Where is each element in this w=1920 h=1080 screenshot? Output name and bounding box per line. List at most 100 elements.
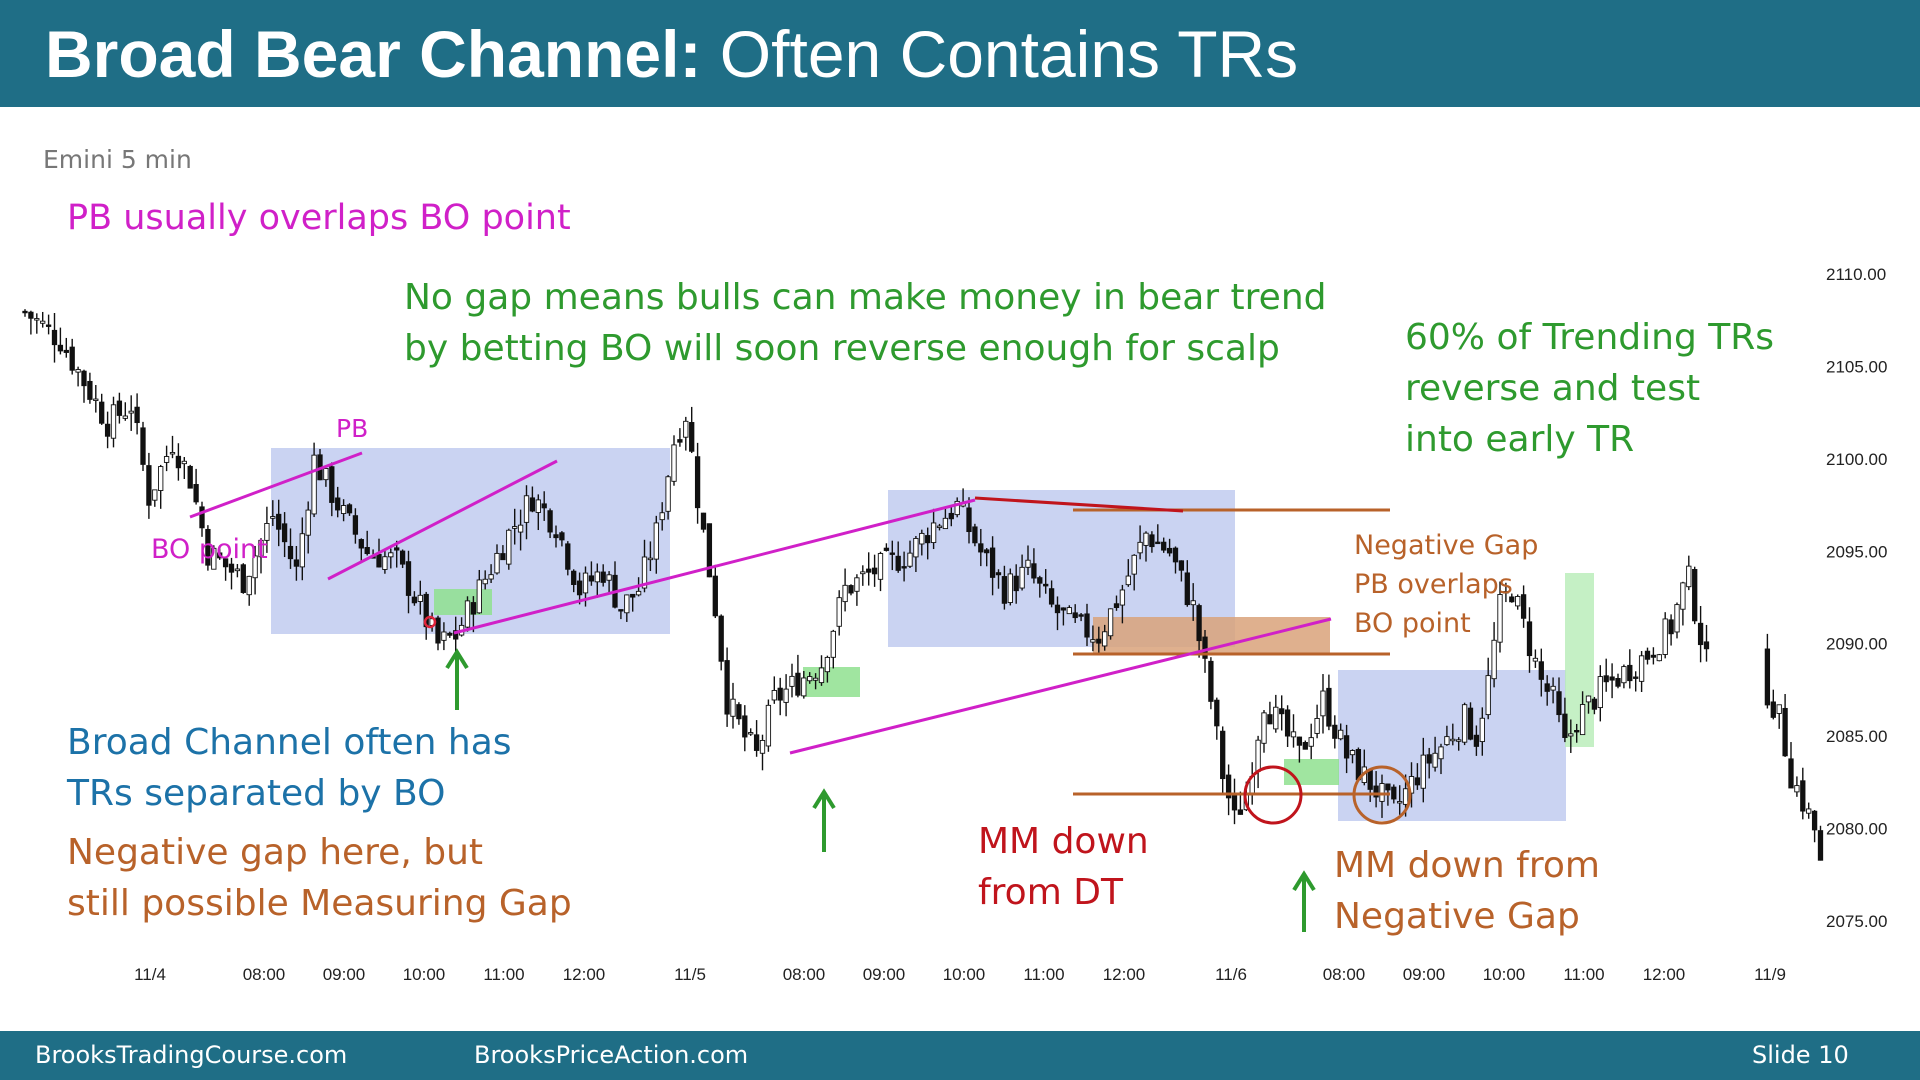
bear-candle	[1591, 698, 1598, 710]
double-top-line	[974, 496, 1184, 513]
bear-candle	[1520, 594, 1527, 619]
bear-candle	[547, 510, 553, 533]
bear-candle	[889, 552, 895, 555]
bear-candle	[1391, 786, 1397, 800]
bull-candle	[1397, 801, 1403, 804]
bear-candle	[1703, 641, 1710, 650]
x-tick-label: 11/4	[134, 965, 166, 984]
bear-candle	[1650, 654, 1657, 658]
footer-site-course[interactable]: BrooksTradingCourse.com	[35, 1041, 348, 1069]
bear-candle	[1172, 547, 1179, 563]
bear-candle	[1367, 769, 1373, 790]
bear-candle	[1509, 596, 1515, 603]
bear-candle	[1538, 661, 1544, 680]
bull-candle	[635, 590, 642, 596]
y-tick-label: 2075.00	[1826, 912, 1887, 931]
bear-candle	[541, 503, 547, 509]
bull-candle	[842, 584, 848, 603]
bull-candle	[641, 556, 648, 589]
no-gap-note: No gap means bulls can make money in bea…	[404, 277, 1327, 369]
bear-candle	[99, 401, 105, 424]
bear-candle	[1178, 560, 1185, 571]
bull-candle	[1597, 676, 1603, 709]
bull-candle	[441, 631, 447, 641]
bear-candle	[376, 553, 382, 568]
bear-candle	[500, 553, 506, 561]
bear-candle	[883, 547, 890, 551]
footer-site-price-action[interactable]: BrooksPriceAction.com	[474, 1041, 749, 1069]
bear-candle	[1544, 683, 1550, 692]
candles	[22, 309, 1824, 861]
bear-candle	[87, 380, 93, 400]
bull-candle	[1290, 731, 1297, 738]
x-tick-label: 11/6	[1215, 965, 1247, 984]
bear-candle	[1054, 604, 1061, 614]
bull-candle	[1261, 712, 1267, 744]
bull-candle	[1066, 607, 1072, 615]
x-tick-label: 08:00	[783, 965, 826, 984]
bull-candle	[1379, 783, 1385, 802]
bear-candle	[689, 422, 695, 452]
bear-candle	[1697, 622, 1704, 646]
bull-candle	[789, 675, 795, 687]
bull-candle	[930, 522, 937, 544]
bear-candle	[453, 630, 459, 640]
x-tick-label: 11/9	[1754, 965, 1786, 984]
broad-channel-note: Broad Channel often has TRs separated by…	[67, 722, 512, 814]
bear-candle	[1302, 742, 1308, 750]
bear-candle	[777, 687, 783, 701]
bull-candle	[759, 740, 766, 754]
bull-candle	[1497, 594, 1503, 643]
bear-candle	[895, 555, 901, 571]
entry-box-3	[1284, 759, 1339, 785]
bull-candle	[1255, 739, 1261, 772]
bull-candle	[1532, 657, 1539, 662]
x-tick-label: 11/5	[674, 965, 706, 984]
y-tick-label: 2105.00	[1826, 357, 1887, 376]
bear-candle	[1627, 664, 1633, 682]
bear-candle	[293, 559, 300, 567]
bull-candle	[110, 404, 117, 439]
bear-candle	[1644, 650, 1651, 660]
bear-candle	[706, 523, 713, 578]
bull-candle	[1338, 729, 1344, 740]
bull-candle	[936, 525, 943, 529]
bear-candle	[1225, 774, 1232, 799]
bull-candle	[1479, 717, 1485, 743]
bull-candle	[1621, 666, 1627, 684]
bull-candle	[517, 524, 524, 533]
x-tick-label: 09:00	[863, 965, 906, 984]
bear-candle	[1013, 575, 1019, 592]
bear-candle	[1001, 576, 1008, 604]
bull-candle	[1420, 754, 1426, 789]
bear-candle	[576, 580, 583, 596]
bear-candle	[1037, 577, 1043, 584]
bull-candle	[818, 667, 825, 684]
bear-candle	[1237, 809, 1244, 815]
mm-neg-gap-note: MM down from Negative Gap	[1334, 845, 1600, 937]
slide-number: Slide 10	[1752, 1041, 1849, 1069]
x-tick-label: 11:00	[1023, 965, 1064, 984]
bear-candle	[718, 615, 724, 662]
arrow-up-icon	[445, 648, 469, 710]
bull-candle	[1320, 690, 1326, 717]
bear-candle	[346, 504, 353, 514]
bear-candle	[1343, 735, 1350, 759]
bear-candle	[1161, 541, 1167, 551]
bear-candle	[364, 547, 370, 555]
bear-candle	[104, 423, 111, 437]
bear-candle	[712, 575, 718, 617]
bull-candle	[1007, 573, 1013, 603]
bull-candle	[169, 452, 176, 455]
bull-candle	[252, 555, 258, 579]
bull-candle	[152, 489, 158, 501]
bull-candle	[1674, 604, 1680, 633]
bear-candle	[51, 329, 58, 346]
bull-candle	[671, 444, 677, 482]
trending-trs-note: 60% of Trending TRs reverse and test int…	[1405, 317, 1774, 460]
slide-header: Broad Bear Channel: Often Contains TRs	[0, 0, 1920, 107]
bear-candle	[28, 311, 34, 319]
bull-candle	[1119, 589, 1126, 606]
bull-candle	[1308, 737, 1314, 747]
bear-candle	[1155, 541, 1161, 545]
